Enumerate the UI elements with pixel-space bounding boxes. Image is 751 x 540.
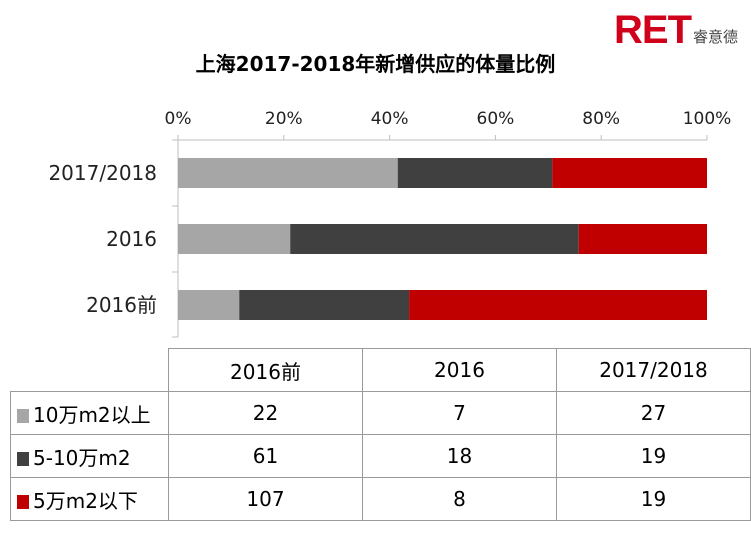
legend-swatch [17, 494, 29, 509]
category-label: 2017/2018 [48, 161, 157, 185]
bar-segment [178, 158, 398, 188]
table-cell: 61 [168, 434, 363, 478]
table-cell: 22 [168, 391, 363, 435]
bar-segment [239, 290, 410, 320]
table-cell: 19 [556, 434, 751, 478]
logo-mark: RET [614, 8, 692, 52]
x-tick-label: 0% [165, 109, 192, 129]
x-tick-label: 80% [582, 109, 620, 129]
table-row: 5-10万m2 61 18 19 [10, 434, 751, 478]
table-cell: 7 [362, 391, 557, 435]
x-tick-label: 20% [265, 109, 303, 129]
stacked-bar-chart: 0% 20% 40% 60% 80% 100% 2017/2018 2016 2016前 [48, 109, 732, 338]
bar-segment [178, 290, 240, 320]
table-row: 5万m2以下 107 8 19 [10, 477, 751, 521]
category-label: 2016前 [86, 293, 157, 317]
legend-swatch [17, 451, 29, 466]
table-cell: 19 [556, 477, 751, 521]
table-cell: 8 [362, 477, 557, 521]
legend-label: 5-10万m2 [33, 445, 131, 470]
bar-segment [409, 290, 707, 320]
x-tick-label: 100% [683, 109, 732, 129]
bar-segment [178, 224, 291, 254]
x-tick-label: 40% [371, 109, 409, 129]
chart-title: 上海2017-2018年新增供应的体量比例 [195, 52, 556, 76]
bar-segment [552, 158, 707, 188]
ret-logo: RET 睿意德 [614, 10, 738, 50]
table-header-row: 2016前 2016 2017/2018 [10, 348, 751, 392]
bar-segment [397, 158, 553, 188]
bar-segment [578, 224, 707, 254]
legend-entry: 5万m2以下 [10, 477, 169, 521]
table-cell: 18 [362, 434, 557, 478]
legend-label: 10万m2以上 [33, 402, 151, 427]
bar-segment [290, 224, 579, 254]
data-table: 2016前 2016 2017/2018 10万m2以上 22 7 27 5-1… [10, 348, 751, 521]
legend-label: 5万m2以下 [33, 488, 138, 513]
table-corner [10, 348, 169, 392]
table-cell: 27 [556, 391, 751, 435]
logo-chinese-name: 睿意德 [693, 28, 739, 46]
column-header: 2016 [362, 348, 557, 392]
legend-entry: 5-10万m2 [10, 434, 169, 478]
legend-entry: 10万m2以上 [10, 391, 169, 435]
column-header: 2017/2018 [556, 348, 751, 392]
column-header: 2016前 [168, 348, 363, 392]
table-cell: 107 [168, 477, 363, 521]
table-row: 10万m2以上 22 7 27 [10, 391, 751, 435]
x-tick-label: 60% [477, 109, 515, 129]
legend-swatch [17, 408, 29, 423]
category-label: 2016 [106, 227, 157, 251]
